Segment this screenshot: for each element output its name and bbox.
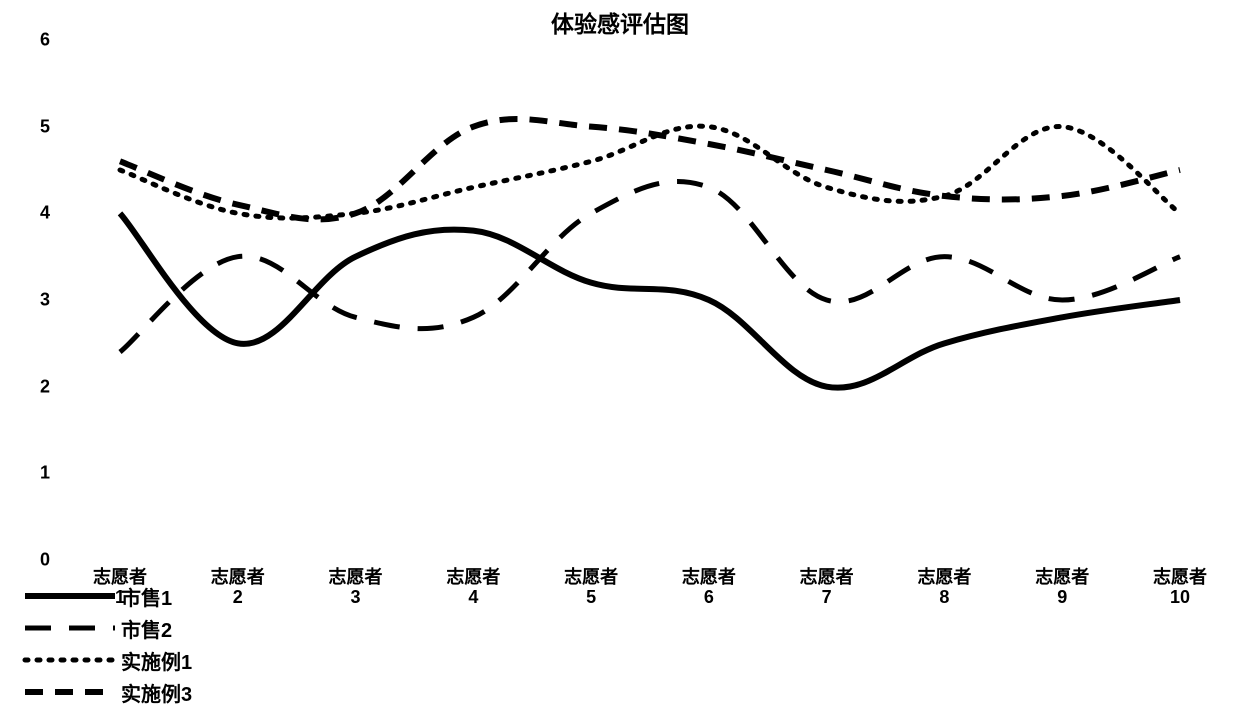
chart-container: 体验感评估图 0123456志愿者1志愿者2志愿者3志愿者4志愿者5志愿者6志愿… <box>0 0 1240 712</box>
legend-swatch-dotted <box>25 644 115 676</box>
x-tick: 志愿者10 <box>1153 567 1207 608</box>
legend-item: 实施例1 <box>25 644 192 676</box>
legend-item: 实施例3 <box>25 676 192 708</box>
x-tick: 志愿者8 <box>917 567 971 608</box>
legend-swatch-longdash <box>25 612 115 644</box>
legend-item: 市售2 <box>25 612 192 644</box>
plot-svg <box>70 40 1210 560</box>
x-tick: 志愿者9 <box>1035 567 1089 608</box>
legend-label: 市售2 <box>121 614 172 643</box>
chart-title: 体验感评估图 <box>0 5 1240 39</box>
x-tick: 志愿者4 <box>446 567 500 608</box>
legend: 市售1 市售2 实施例1 实施例3 <box>25 580 192 708</box>
series-line <box>120 126 1180 218</box>
y-tick: 0 <box>30 550 50 571</box>
y-tick: 5 <box>30 116 50 137</box>
legend-label: 实施例3 <box>121 678 192 707</box>
x-tick: 志愿者2 <box>211 567 265 608</box>
y-tick: 1 <box>30 463 50 484</box>
legend-swatch-dash <box>25 676 115 708</box>
series-line <box>120 119 1180 219</box>
plot-area: 0123456志愿者1志愿者2志愿者3志愿者4志愿者5志愿者6志愿者7志愿者8志… <box>70 40 1210 560</box>
y-tick: 4 <box>30 203 50 224</box>
x-tick: 志愿者5 <box>564 567 618 608</box>
y-tick: 2 <box>30 376 50 397</box>
x-tick: 志愿者6 <box>682 567 736 608</box>
x-tick: 志愿者7 <box>800 567 854 608</box>
series-line <box>120 213 1180 387</box>
legend-swatch-solid <box>25 580 115 612</box>
y-tick: 6 <box>30 30 50 51</box>
y-tick: 3 <box>30 290 50 311</box>
legend-item: 市售1 <box>25 580 192 612</box>
legend-label: 市售1 <box>121 582 172 611</box>
legend-label: 实施例1 <box>121 646 192 675</box>
x-tick: 志愿者3 <box>329 567 383 608</box>
